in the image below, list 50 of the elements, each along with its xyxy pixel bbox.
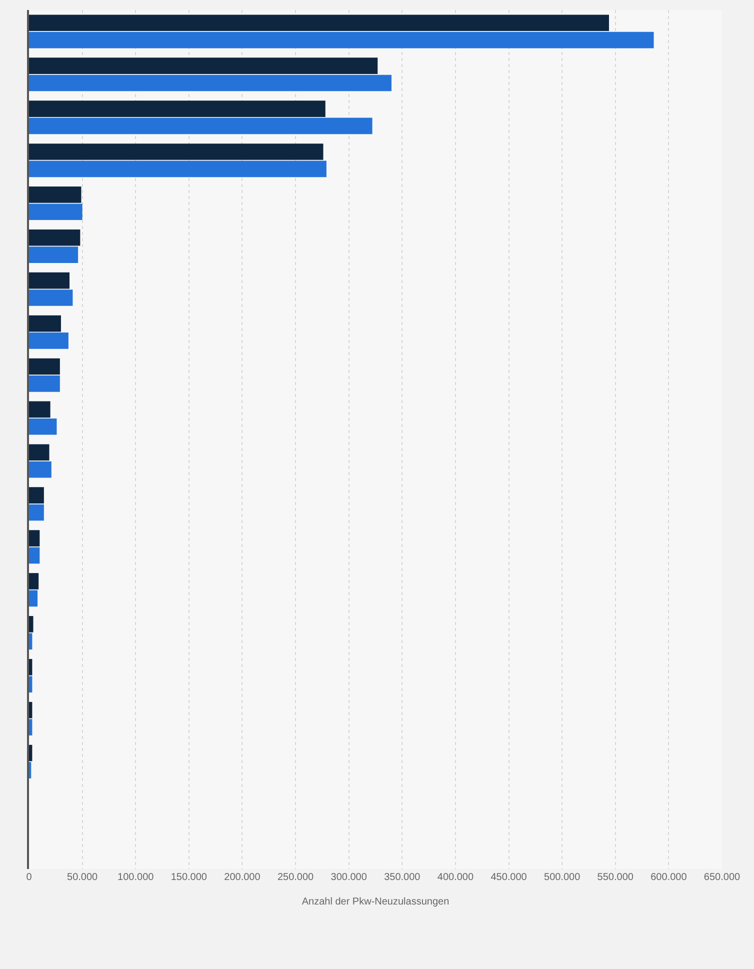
x-tick-label: 150.000 <box>170 872 208 883</box>
bar <box>29 744 32 762</box>
bar <box>29 315 61 332</box>
bar <box>29 616 34 632</box>
bar <box>29 272 70 289</box>
bar <box>29 461 52 478</box>
bar <box>29 100 326 117</box>
bar <box>29 290 73 306</box>
x-tick-label: 0 <box>26 872 32 883</box>
bar <box>29 633 32 650</box>
bar <box>29 229 80 246</box>
bar <box>29 719 32 736</box>
bar <box>29 246 78 263</box>
bar <box>29 186 82 203</box>
x-tick-label: 100.000 <box>118 872 154 883</box>
bar <box>29 401 50 418</box>
bar <box>29 144 324 160</box>
bar <box>29 332 68 349</box>
x-tick-label: 50.000 <box>67 872 98 883</box>
bar <box>29 58 378 74</box>
bar <box>29 547 40 564</box>
bar <box>29 118 372 134</box>
bar <box>29 658 32 676</box>
x-tick-label: 300.000 <box>330 872 368 883</box>
bar <box>29 573 39 590</box>
x-tick-label: 400.000 <box>437 872 474 883</box>
bar <box>29 204 82 220</box>
x-tick-label: 600.000 <box>650 872 688 883</box>
bar <box>29 487 44 504</box>
bar <box>29 376 60 392</box>
x-tick-label: 550.000 <box>597 872 634 883</box>
bar <box>29 358 60 375</box>
bar <box>29 160 326 178</box>
bar <box>29 74 392 92</box>
x-axis-title: Anzahl der Pkw-Neuzulassungen <box>302 896 450 908</box>
bar <box>29 676 32 692</box>
x-tick-label: 200.000 <box>224 872 261 883</box>
bar <box>29 444 50 461</box>
bar <box>29 32 654 48</box>
x-tick-label: 350.000 <box>384 872 421 883</box>
bar <box>29 702 32 718</box>
bar <box>29 530 40 546</box>
x-tick-label: 250.000 <box>277 872 314 883</box>
x-tick-label: 500.000 <box>544 872 581 883</box>
x-tick-label: 450.000 <box>490 872 528 883</box>
bar <box>29 504 44 521</box>
x-tick-label: 650.000 <box>704 872 741 883</box>
bar <box>29 590 38 607</box>
bar <box>29 14 609 32</box>
bar <box>29 418 57 435</box>
